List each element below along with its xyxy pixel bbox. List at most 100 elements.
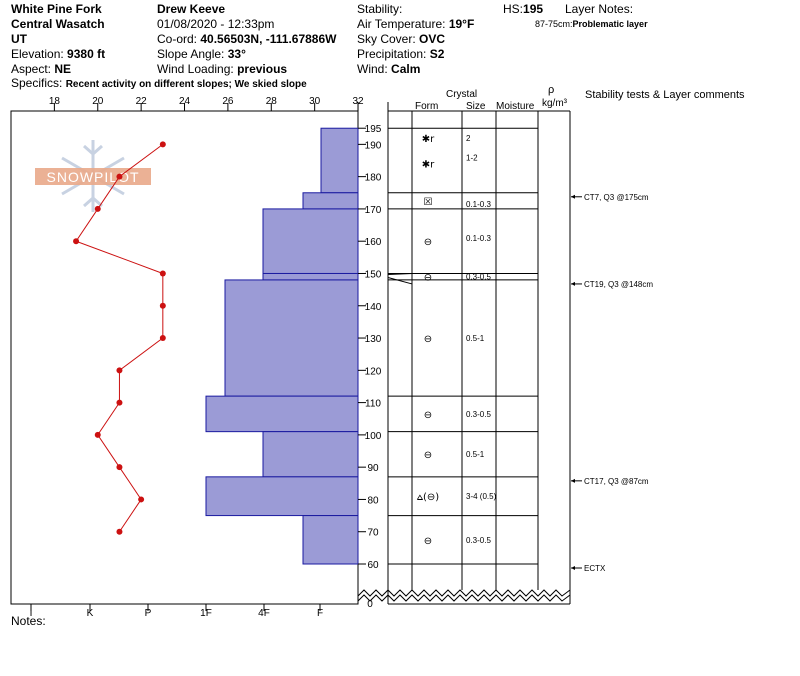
specifics-row: Specifics: Recent activity on different … [11,76,307,92]
layer-form-2: ☒ [424,197,433,208]
layer-form-9: ⊖ [424,536,432,547]
hardness-bar-3 [262,272,359,281]
layer-form-7: ⊖ [424,450,432,461]
depth-tick-label-140: 140 [365,302,382,313]
hardness-tick-label-0: I [30,608,33,619]
hardness-bar-6 [262,431,359,478]
layer-form-6: ⊖ [424,410,432,421]
temp-point-0 [159,141,166,148]
test-arrowhead-3 [571,566,575,570]
depth-tick-label-100: 100 [365,431,382,442]
slope-row: Slope Angle: 33° [157,47,246,62]
layer-notes-label: Layer Notes: [565,2,634,16]
temp-tick-label-28: 28 [266,96,278,107]
form-header: Form [415,101,438,112]
depth-tick-label-130: 130 [365,334,382,345]
rho-header: ρ [548,84,554,96]
depth-tick-label-160: 160 [365,237,382,248]
hardness-bar-0 [320,127,359,194]
hardness-bars [205,127,359,565]
sky-label: Sky Cover: [357,32,416,46]
hardness-tick-label-4: 4F [258,608,270,619]
layer-size-2: 0.1-0.3 [466,200,491,209]
hardness-bar-8 [302,515,359,565]
hs-value: 195 [523,2,544,16]
hs-row: HS:195 [503,2,543,17]
density-unit-header: kg/m³ [542,98,568,109]
temp-point-4 [159,270,166,277]
hardness-axis: I K P 1F 4F F [30,604,323,619]
temp-point-5 [159,302,166,309]
air-temp-label: Air Temperature: [357,17,446,31]
depth-axis: 60 70 80 90 100 110 120 130 140 150 160 170 180 190 19… [358,124,382,610]
depth-tick-label-180: 180 [365,173,382,184]
location-state: UT [11,32,27,46]
hs-label: HS: [503,2,524,16]
aspect-value: NE [54,62,72,76]
location-range: Central Wasatch [11,17,105,31]
temp-point-8 [116,399,123,406]
elevation-row: Elevation: 9380 ft [11,47,105,62]
elevation-label: Elevation: [11,47,64,61]
hardness-bar-1 [302,192,359,210]
comments-header: Stability tests & Layer comments [585,89,745,101]
air-temp-row: Air Temperature: 19°F [357,17,474,32]
stability-tests: CT7, Q3 @175cm CT19, Q3 @148cm CT17, Q3 @8… [571,193,653,573]
wind-loading-label: Wind Loading: [157,62,234,76]
depth-tick-label-190: 190 [365,140,382,151]
layer-size-7: 0.5-1 [466,450,485,459]
elevation-value: 9380 ft [67,47,106,61]
depth-tick-label-60: 60 [367,560,379,571]
temp-point-3 [73,238,80,245]
hardness-bar-7 [205,476,359,517]
precip-label: Precipitation: [357,47,427,61]
temp-tick-label-24: 24 [179,96,191,107]
layer-note-range: 87-75cm: [535,19,573,29]
crystal-header: Crystal [446,89,477,100]
layer-note-row: 87-75cm:Problematic layer [535,17,648,32]
specifics-value: Recent activity on different slopes; We … [65,79,307,90]
temp-point-7 [116,367,123,374]
specifics-label: Specifics: [11,76,63,90]
temperature-axis: 18 20 22 24 26 28 30 32 [49,96,364,111]
layer-form-8: ⩟(⊖) [417,492,439,503]
depth-tick-label-80: 80 [367,495,379,506]
layer-connector-slant-b [387,276,413,285]
depth-break-label: 0 [367,599,373,610]
temp-point-2 [94,205,101,212]
depth-tick-label-110: 110 [365,399,381,410]
snowpilot-logo: SNOWPILOT [35,140,151,212]
test-label-3: ECTX [584,564,606,573]
temp-tick-label-32: 32 [352,96,364,107]
depth-tick-label-195: 195 [365,124,382,135]
temp-tick-label-30: 30 [309,96,321,107]
layer-form-0: ✱r [422,134,435,145]
wind-value: Calm [391,62,421,76]
wind-loading-row: Wind Loading: previous [157,62,287,77]
hardness-bar-2 [262,208,359,274]
hardness-tick-label-5: F [317,608,323,619]
precip-value: S2 [429,47,445,61]
depth-tick-label-120: 120 [365,366,382,377]
coord-row: Co-ord: 40.56503N, -111.67886W [157,32,336,47]
notes-label: Notes: [11,614,46,628]
test-arrowhead-1 [571,281,575,286]
temp-tick-label-22: 22 [136,96,148,107]
axis-break [357,589,571,602]
temp-point-10 [116,464,123,471]
layer-connector-slant-a [387,272,413,275]
depth-tick-label-150: 150 [365,269,382,280]
layer-form-1: ✱r [422,160,435,171]
wind-row: Wind: Calm [357,62,420,77]
air-temp-value: 19°F [448,17,475,31]
logo-text: SNOWPILOT [46,169,139,185]
layer-form-3: ⊖ [424,237,432,248]
depth-tick-label-170: 170 [365,205,382,216]
coord-label: Co-ord: [157,32,198,46]
temp-point-9 [94,431,101,438]
coord-value: 40.56503N, -111.67886W [200,32,337,46]
layer-table: ✱r 2 ✱r 1-2 ☒ 0.1-0.3 ⊖ 0.1-0.3 ⊖ 0.3-0.5 ⊖ 0.5-1 ⊖ 0… [387,111,539,590]
temp-point-11 [138,496,145,503]
location-site: White Pine Fork [11,2,102,16]
